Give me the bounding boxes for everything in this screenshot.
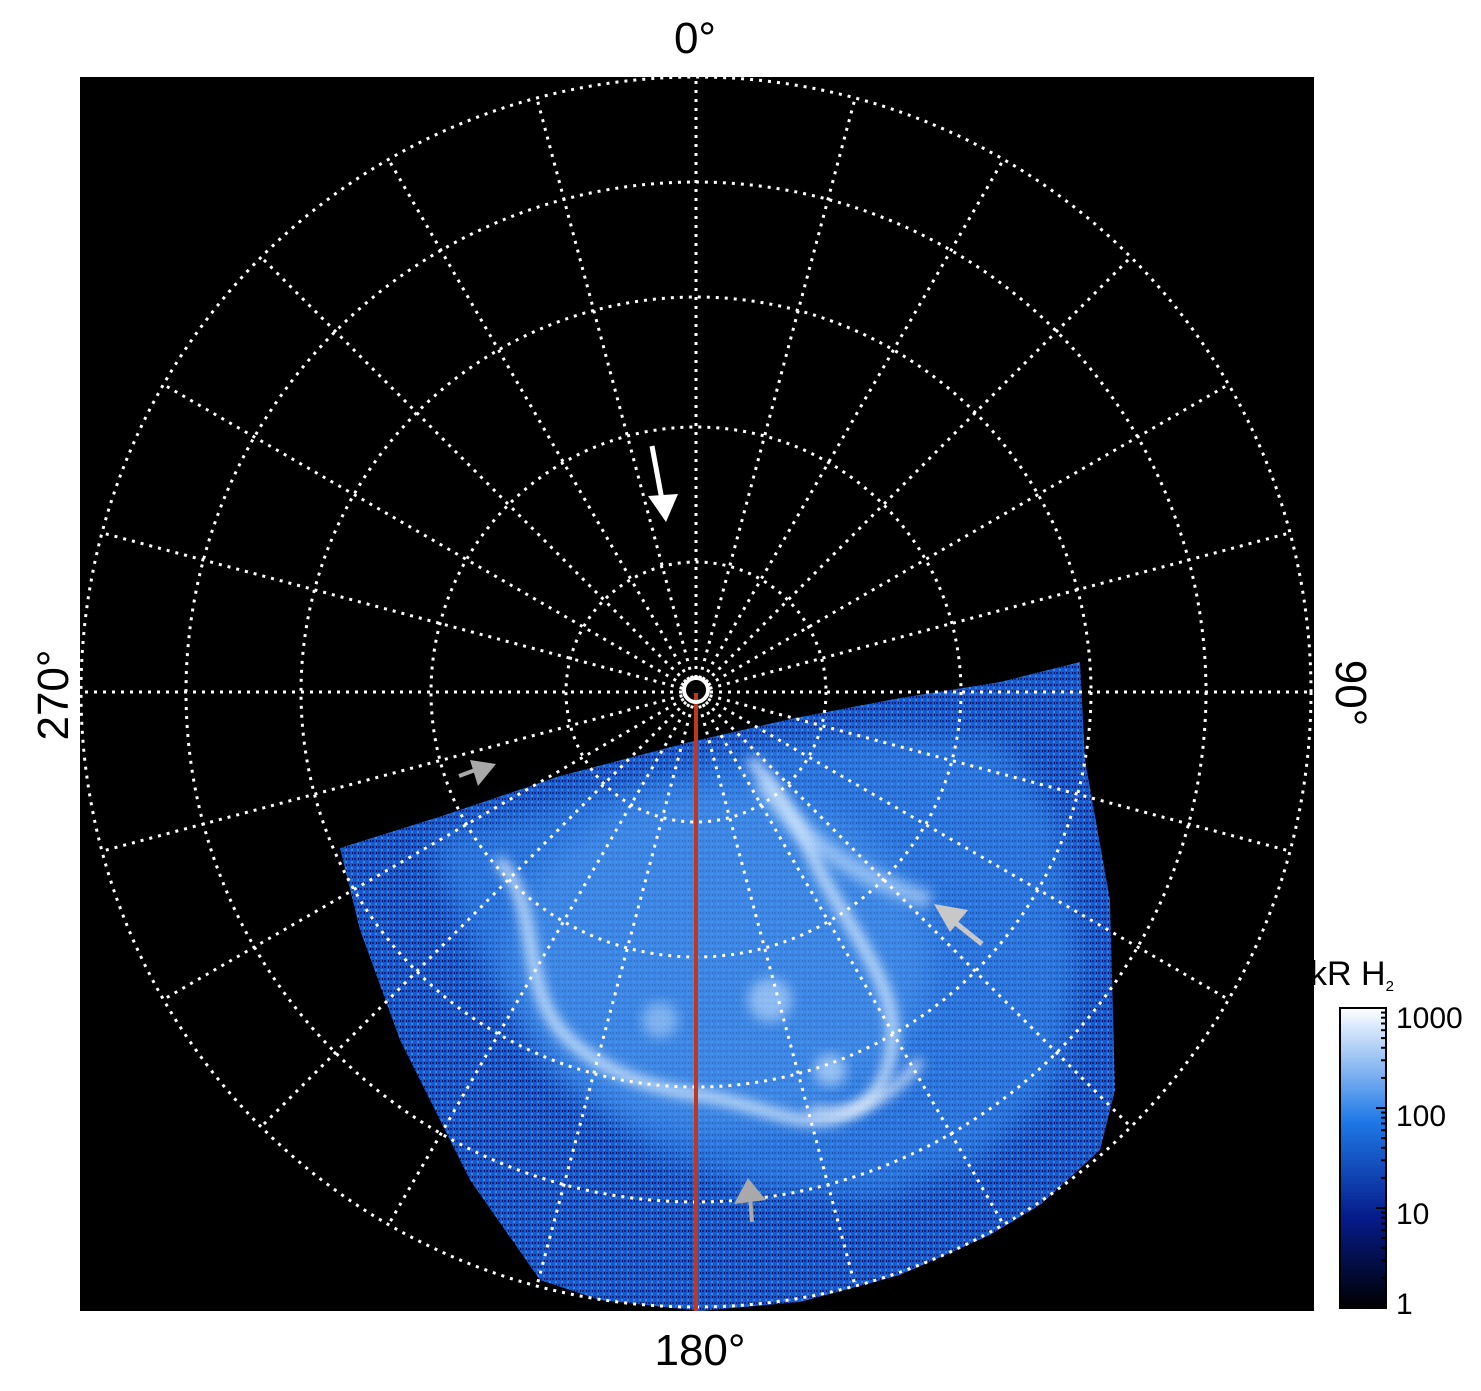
pole-marker — [682, 676, 710, 704]
grid-meridian — [101, 531, 683, 690]
colorbar-title: kR H2 — [1310, 955, 1394, 995]
grid-meridian — [707, 697, 1230, 1001]
label-270-deg: 270° — [29, 649, 78, 741]
white-arrow — [648, 445, 678, 522]
colorbar-tick-label: 10 — [1396, 1198, 1430, 1231]
colorbar-tick-label: 1 — [1396, 1288, 1413, 1321]
grid-meridian — [698, 97, 857, 679]
colorbar-ticks — [1376, 1011, 1386, 1309]
label-90-deg: 90° — [1326, 659, 1375, 727]
grid-meridian — [387, 158, 691, 681]
grid-meridian — [701, 158, 1005, 681]
grid-meridian — [260, 700, 688, 1128]
grid-meridian — [535, 97, 694, 679]
grid-meridian — [704, 256, 1132, 684]
grid-meridian — [701, 703, 1005, 1226]
gray-arrow-left — [458, 760, 496, 786]
grid-meridian — [387, 703, 691, 1226]
grid-meridian — [260, 256, 688, 684]
grid-meridian — [162, 697, 685, 1001]
colorbar-tick-label: 1000 — [1396, 1002, 1463, 1035]
gray-arrow-right — [934, 904, 984, 946]
label-180-deg: 180° — [654, 1326, 746, 1375]
label-0-deg: 0° — [673, 14, 717, 63]
colorbar-unit: kR H — [1310, 955, 1386, 993]
colorbar — [1339, 1007, 1387, 1309]
grid-meridian — [698, 705, 857, 1287]
grid-meridian — [709, 531, 1291, 690]
grid-meridian — [709, 694, 1291, 853]
grid-meridian — [535, 705, 694, 1287]
grid-meridian — [101, 694, 683, 853]
auroral-oval — [494, 756, 898, 1126]
colorbar-tick-label: 100 — [1396, 1100, 1447, 1133]
grid-meridian — [704, 700, 1132, 1128]
grid-meridian — [162, 383, 685, 687]
colorbar-unit-subscript: 2 — [1385, 978, 1394, 995]
grid-meridian — [707, 383, 1230, 687]
grid-circle — [564, 560, 828, 824]
gray-arrow-bottom — [734, 1178, 766, 1223]
